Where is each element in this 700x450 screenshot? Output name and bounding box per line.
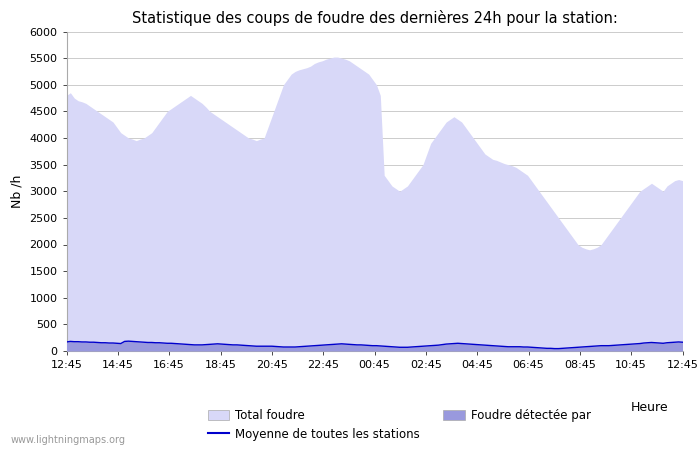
Text: www.lightningmaps.org: www.lightningmaps.org	[10, 435, 125, 445]
Legend: Total foudre, Moyenne de toutes les stations, Foudre détectée par: Total foudre, Moyenne de toutes les stat…	[208, 409, 591, 441]
Y-axis label: Nb /h: Nb /h	[10, 175, 24, 208]
Title: Statistique des coups de foudre des dernières 24h pour la station:: Statistique des coups de foudre des dern…	[132, 10, 617, 26]
Text: Heure: Heure	[631, 401, 668, 414]
